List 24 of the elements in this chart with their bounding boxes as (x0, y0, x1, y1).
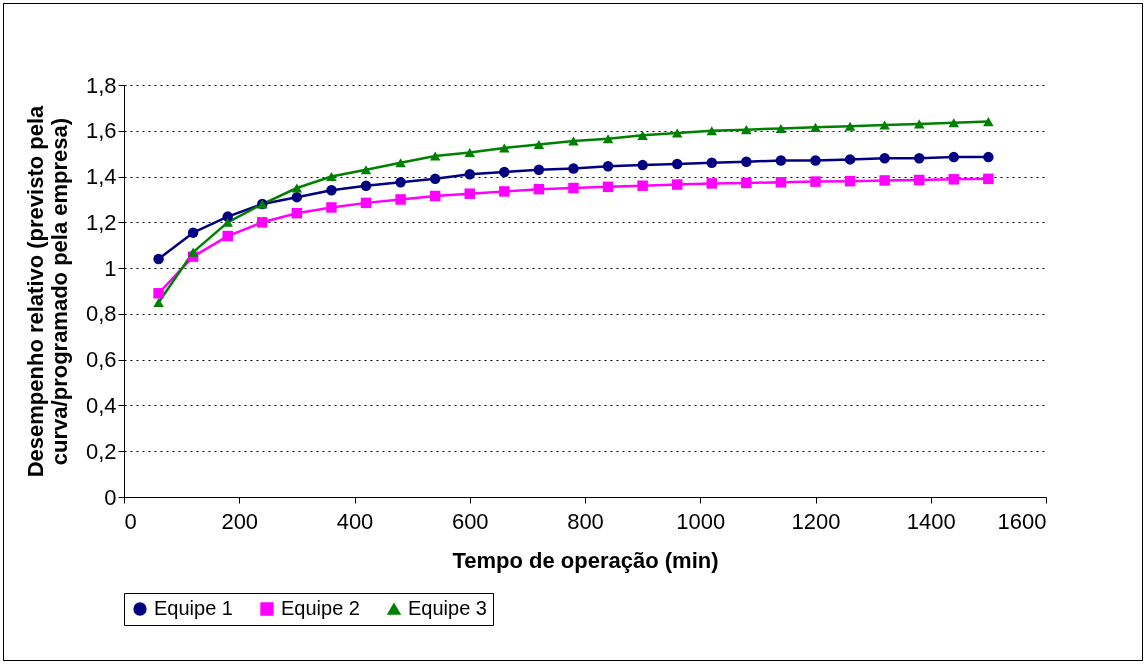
x-tick-label: 200 (221, 508, 259, 534)
y-tick-label: 0,2 (85, 438, 117, 464)
y-axis-title: Desempenho relativo (previsto pela curva/programado pela empresa) (22, 104, 72, 478)
x-tick-label: 600 (451, 508, 489, 534)
x-tick-label: 1000 (676, 508, 726, 534)
legend-label: Equipe 1 (154, 597, 233, 619)
x-tick-label: 0 (124, 508, 137, 534)
y-tick-label: 0,4 (85, 392, 117, 418)
x-axis-title: Tempo de operação (min) (452, 547, 719, 573)
x-tick-label: 1200 (791, 508, 841, 534)
x-tick-label: 1600 (997, 508, 1047, 534)
x-tick-label: 400 (336, 508, 374, 534)
y-tick-label: 0,8 (85, 301, 117, 327)
y-tick-label: 0,6 (85, 347, 117, 373)
legend-label: Equipe 2 (281, 597, 360, 619)
y-tick-label: 1,6 (85, 118, 117, 144)
y-tick-label: 1 (104, 255, 117, 281)
y-tick-label: 0 (104, 484, 117, 510)
legend-label: Equipe 3 (408, 597, 487, 619)
x-tick-label: 800 (567, 508, 604, 534)
y-tick-label: 1,8 (85, 72, 117, 98)
y-tick-label: 1,2 (85, 209, 117, 235)
x-tick-label: 1400 (906, 508, 956, 534)
y-tick-label: 1,4 (85, 164, 117, 190)
